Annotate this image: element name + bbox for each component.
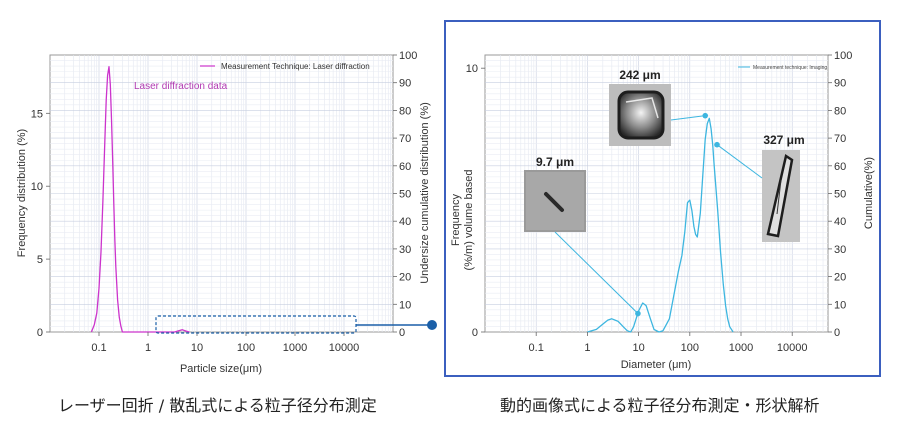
left-x-axis-label: Particle size(μm) (180, 363, 262, 375)
right-y2tick-label: 60 (834, 161, 846, 173)
right-xtick-label: 1 (584, 342, 590, 354)
right-y2tick-label: 50 (834, 189, 846, 201)
left-y2tick-label: 50 (399, 189, 411, 201)
left-y2tick-label: 30 (399, 244, 411, 256)
label-242-um: 242 μm (619, 68, 660, 82)
particle-image-242 (609, 84, 671, 146)
right-y-axis-label-line1: Frequency (450, 194, 462, 246)
connector-dot (427, 320, 437, 330)
left-y2tick-label: 10 (399, 299, 411, 311)
left-ytick-label: 0 (37, 327, 43, 339)
right-annotation-leaders (554, 112, 763, 317)
annotation-dot (702, 112, 709, 119)
right-xtick-label: 0.1 (529, 342, 544, 354)
annotation-leader-line (670, 115, 706, 121)
right-y2tick-label: 70 (834, 133, 846, 145)
right-y2tick-label: 30 (834, 244, 846, 256)
right-y2tick-label: 90 (834, 78, 846, 90)
left-y2tick-label: 60 (399, 161, 411, 173)
right-y2tick-label: 10 (834, 299, 846, 311)
left-xtick-label: 100 (237, 342, 255, 354)
left-y2tick-label: 40 (399, 216, 411, 228)
right-x-ticks: 0.1 1 10 100 1000 10000 (529, 332, 808, 354)
label-9-7-um: 9.7 μm (536, 155, 574, 169)
annotation-leader-line (554, 231, 639, 314)
right-xtick-label: 100 (681, 342, 699, 354)
left-marks (90, 66, 190, 333)
annotation-dot (714, 141, 720, 148)
annotation-leader-line (716, 144, 763, 179)
left-series-line (90, 66, 190, 333)
right-x-axis-label: Diameter (μm) (621, 359, 692, 371)
left-annotation: Laser diffraction data (134, 81, 228, 92)
right-y-ticks: 0 10 (466, 63, 485, 339)
left-ytick-label: 10 (31, 181, 43, 193)
left-xtick-label: 10000 (329, 342, 360, 354)
right-series-line (587, 117, 734, 333)
right-y2-ticks: 0 10 20 30 40 50 60 70 80 90 100 (828, 50, 852, 339)
left-y2-axis-label: Undersize cumulative distribution (%) (419, 102, 431, 284)
left-y-ticks: 0 5 10 15 (31, 108, 50, 339)
right-y2tick-label: 40 (834, 216, 846, 228)
imaging-panel-frame (444, 20, 881, 377)
left-xtick-label: 10 (191, 342, 203, 354)
laser-diffraction-chart: 0.1 1 10 100 1000 10000 0 5 10 15 0 10 20 30 40 50 60 7… (16, 50, 437, 375)
left-y2tick-label: 20 (399, 272, 411, 284)
right-ytick-label: 0 (472, 327, 478, 339)
label-327-um: 327 μm (763, 133, 804, 147)
left-grid (50, 55, 393, 332)
right-y2tick-label: 20 (834, 272, 846, 284)
left-y-axis-label: Frequency distribution (%) (16, 129, 28, 257)
left-legend-label: Measurement Technique: Laser diffraction (221, 62, 370, 71)
left-y2tick-label: 80 (399, 105, 411, 117)
left-ytick-label: 5 (37, 254, 43, 266)
left-y2tick-label: 0 (399, 327, 405, 339)
right-y-axis-label-line2: (%/m) volume based (463, 170, 475, 271)
imaging-chart: 0.1 1 10 100 1000 10000 0 10 0 10 20 30 40 50 60 70 80… (450, 50, 875, 371)
right-y2tick-label: 100 (834, 50, 852, 62)
right-y2-axis-label: Cumulative(%) (863, 157, 875, 229)
particle-image-327 (762, 150, 800, 242)
left-xtick-label: 1000 (283, 342, 307, 354)
annotation-dot (635, 310, 641, 317)
left-y2tick-label: 100 (399, 50, 417, 62)
left-y2-ticks: 0 10 20 30 40 50 60 70 80 90 100 (393, 50, 417, 339)
right-y2tick-label: 0 (834, 327, 840, 339)
right-legend-label: Measurement technique: Imaging (753, 65, 827, 71)
left-xtick-label: 0.1 (91, 342, 106, 354)
right-xtick-label: 1000 (729, 342, 753, 354)
right-y2tick-label: 80 (834, 105, 846, 117)
right-xtick-label: 10000 (777, 342, 808, 354)
left-x-ticks: 0.1 1 10 100 1000 10000 (91, 332, 359, 354)
left-xtick-label: 1 (145, 342, 151, 354)
right-xtick-label: 10 (632, 342, 644, 354)
caption-right: 動的画像式による粒子径分布測定・形状解析 (500, 396, 820, 415)
left-y2tick-label: 90 (399, 78, 411, 90)
particle-image-9-7 (524, 170, 586, 232)
left-ytick-label: 15 (31, 108, 43, 120)
caption-left: レーザー回折 / 散乱式による粒子径分布測定 (58, 396, 377, 415)
left-y2tick-label: 70 (399, 133, 411, 145)
right-marks (587, 117, 734, 333)
right-ytick-label: 10 (466, 63, 478, 75)
